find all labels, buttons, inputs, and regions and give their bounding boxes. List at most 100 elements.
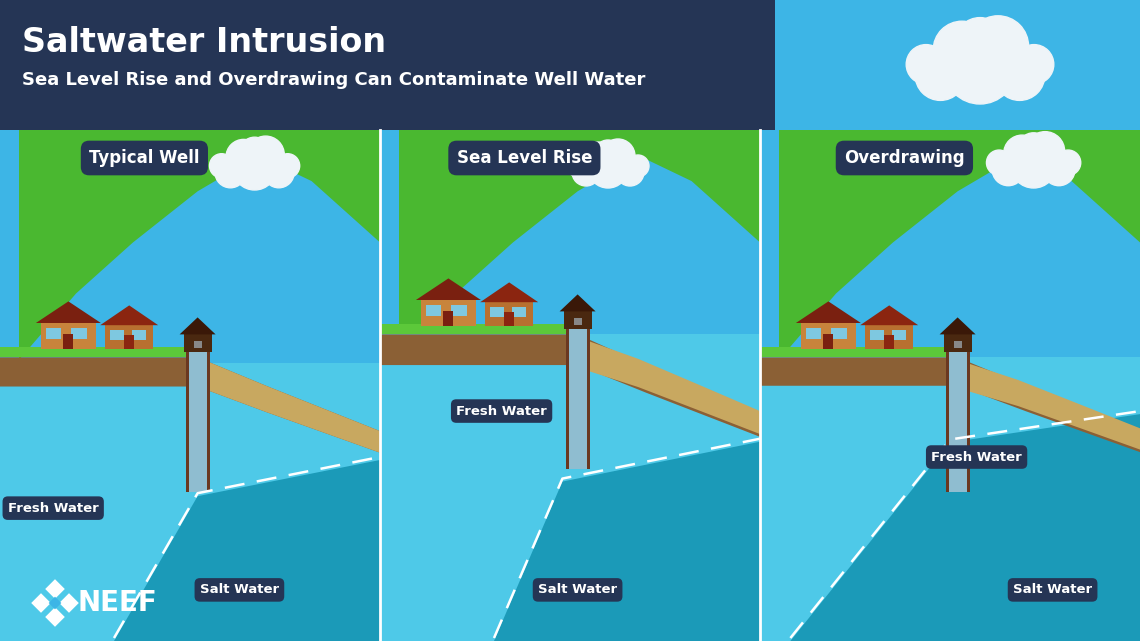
Polygon shape [790, 414, 1140, 641]
Bar [486, 302, 534, 326]
Bar [512, 307, 526, 317]
Text: Salt Water: Salt Water [538, 583, 617, 596]
Bar [760, 130, 1140, 641]
Circle shape [247, 136, 284, 174]
Circle shape [567, 155, 589, 177]
Polygon shape [100, 305, 158, 325]
Bar [563, 312, 592, 329]
Bar [831, 328, 847, 339]
Circle shape [263, 157, 294, 188]
Bar [184, 335, 212, 353]
Polygon shape [197, 358, 380, 453]
Bar [0, 130, 380, 641]
Polygon shape [46, 607, 65, 627]
Polygon shape [943, 358, 1140, 641]
Circle shape [1043, 153, 1075, 186]
Polygon shape [49, 597, 62, 610]
Circle shape [906, 45, 946, 84]
Polygon shape [560, 294, 595, 312]
Polygon shape [0, 358, 380, 453]
Bar [587, 329, 589, 469]
Circle shape [1003, 135, 1041, 172]
Bar [0, 0, 775, 130]
Bar [105, 325, 153, 349]
Circle shape [276, 154, 300, 178]
Circle shape [1018, 133, 1050, 165]
Polygon shape [180, 317, 215, 335]
Circle shape [594, 140, 622, 168]
Polygon shape [950, 358, 1140, 449]
Bar [573, 319, 581, 326]
Text: Overdrawing: Overdrawing [844, 149, 964, 167]
Polygon shape [570, 335, 760, 434]
Circle shape [601, 139, 635, 173]
Circle shape [226, 139, 261, 174]
Polygon shape [380, 335, 562, 641]
Polygon shape [861, 305, 918, 325]
Polygon shape [35, 301, 101, 323]
Text: Sea Level Rise: Sea Level Rise [457, 149, 592, 167]
Bar [953, 342, 962, 349]
Bar [865, 325, 913, 349]
Polygon shape [31, 593, 51, 613]
Bar [967, 353, 970, 492]
Polygon shape [59, 593, 79, 613]
Bar [124, 335, 135, 349]
Bar [46, 328, 62, 339]
Circle shape [915, 50, 966, 101]
Circle shape [572, 158, 600, 186]
Bar [188, 353, 206, 492]
Circle shape [583, 142, 614, 174]
Polygon shape [760, 347, 958, 358]
Polygon shape [779, 130, 1140, 360]
Circle shape [934, 21, 991, 79]
Polygon shape [494, 442, 760, 641]
Circle shape [986, 150, 1012, 176]
Bar [504, 312, 514, 326]
Bar [41, 323, 96, 349]
Text: Typical Well: Typical Well [89, 149, 200, 167]
Polygon shape [562, 335, 760, 641]
Polygon shape [380, 335, 760, 437]
Circle shape [968, 16, 1028, 77]
Bar [944, 335, 971, 353]
Circle shape [994, 50, 1044, 101]
Bar [870, 330, 884, 340]
Circle shape [616, 158, 644, 186]
Polygon shape [760, 358, 943, 641]
Circle shape [1015, 45, 1053, 84]
Bar [893, 330, 905, 340]
Bar [380, 130, 760, 641]
Polygon shape [197, 363, 380, 641]
Bar [490, 307, 504, 317]
Bar [569, 329, 587, 469]
Text: Fresh Water: Fresh Water [8, 502, 98, 515]
Polygon shape [760, 358, 1140, 452]
Circle shape [233, 146, 277, 190]
Bar [426, 305, 441, 316]
Bar [885, 335, 894, 349]
Bar [132, 330, 146, 340]
Circle shape [955, 17, 1005, 68]
Bar [421, 300, 475, 326]
Bar [806, 328, 821, 339]
Polygon shape [0, 347, 197, 358]
Circle shape [210, 154, 234, 178]
Text: Fresh Water: Fresh Water [931, 451, 1021, 463]
Bar [565, 329, 569, 469]
Polygon shape [114, 460, 380, 641]
Circle shape [1010, 142, 1057, 188]
Circle shape [588, 148, 628, 188]
Text: Salt Water: Salt Water [200, 583, 279, 596]
Polygon shape [46, 579, 65, 599]
Polygon shape [380, 324, 578, 335]
Circle shape [1026, 131, 1065, 171]
Circle shape [627, 155, 649, 177]
Text: Saltwater Intrusion: Saltwater Intrusion [22, 26, 386, 58]
Polygon shape [19, 130, 380, 360]
Polygon shape [0, 363, 197, 641]
Circle shape [1056, 150, 1081, 176]
Bar [206, 353, 210, 492]
Text: Sea Level Rise and Overdrawing Can Contaminate Well Water: Sea Level Rise and Overdrawing Can Conta… [22, 71, 645, 89]
Polygon shape [399, 130, 760, 360]
